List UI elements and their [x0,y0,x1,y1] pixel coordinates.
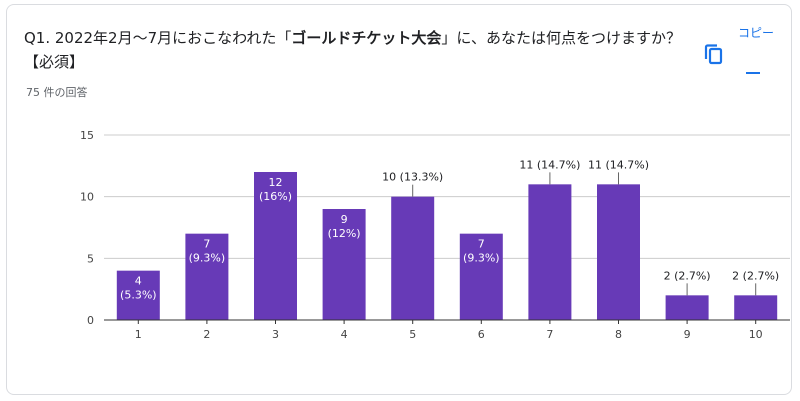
copy-icon [704,44,723,65]
x-tick-label: 2 [203,328,210,341]
bar [254,172,297,320]
data-label: 12 [269,176,283,189]
question-title: Q1. 2022年2月～7月におこなわれた「ゴールドチケット大会」に、あなたは何… [24,26,684,74]
x-tick-label: 5 [409,328,416,341]
bar [185,233,229,320]
data-label-percent: (5.3%) [120,289,157,302]
bar [322,209,366,320]
data-label: 7 [478,238,485,251]
y-tick-label: 15 [80,129,94,142]
bar [116,270,160,320]
data-label: 11 (14.7%) [588,158,649,171]
copy-button[interactable] [700,40,728,68]
data-label-percent: (12%) [328,227,361,240]
x-tick-label: 9 [684,328,691,341]
x-tick-label: 8 [615,328,622,341]
bar [391,196,435,320]
data-label: 7 [203,238,210,251]
x-tick-label: 10 [749,328,763,341]
data-label: 9 [341,213,348,226]
data-label: 11 (14.7%) [519,158,580,171]
response-count: 75 件の回答 [26,86,88,99]
data-label-percent: (16%) [259,190,292,203]
x-tick-label: 7 [546,328,553,341]
bar [734,295,778,320]
bar [597,184,640,320]
question-suffix: 」に、あなたは何点をつけますか？【必須】 [24,29,681,71]
x-tick-label: 4 [341,328,348,341]
question-prefix: Q1. 2022年2月～7月におこなわれた「 [24,29,292,47]
x-tick-label: 3 [272,328,279,341]
y-tick-label: 10 [80,191,94,204]
bar [665,295,709,320]
bar [459,233,503,320]
data-label: 10 (13.3%) [382,171,443,184]
y-tick-label: 0 [87,314,94,327]
data-label-percent: (9.3%) [463,252,500,265]
question-bold-term: ゴールドチケット大会 [291,29,442,47]
data-label: 2 (2.7%) [664,269,711,282]
y-tick-label: 5 [87,252,94,265]
x-tick-label: 6 [478,328,485,341]
data-label-percent: (9.3%) [189,252,226,265]
copy-label[interactable]: コピー [738,26,775,40]
x-tick-label: 1 [135,328,142,341]
copy-underline [746,72,760,74]
data-label: 4 [135,275,142,288]
bar [528,184,572,320]
data-label: 2 (2.7%) [732,269,779,282]
